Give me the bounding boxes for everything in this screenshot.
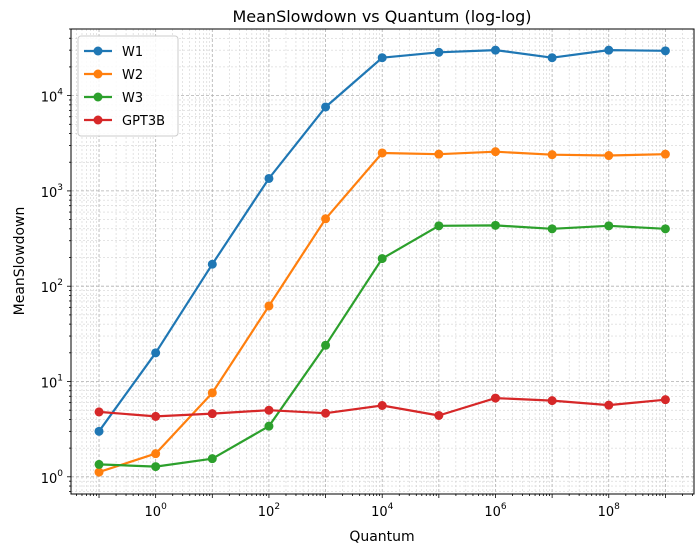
data-point-gpt3b [434, 410, 444, 420]
y-tick-label: 101 [41, 374, 63, 392]
data-point-w3 [547, 224, 557, 234]
data-point-gpt3b [490, 393, 500, 403]
x-tick-label: 100 [145, 502, 168, 520]
legend-label-gpt3b: GPT3B [122, 114, 165, 129]
data-point-w1 [151, 348, 161, 358]
data-point-gpt3b [660, 395, 670, 405]
data-point-w2 [321, 214, 331, 224]
data-point-w3 [377, 254, 387, 264]
data-point-w3 [434, 221, 444, 231]
data-point-w1 [604, 45, 614, 55]
data-point-w3 [264, 421, 274, 431]
data-point-w2 [604, 151, 614, 161]
data-point-w1 [207, 259, 217, 269]
data-point-w3 [660, 224, 670, 234]
data-point-w3 [94, 459, 104, 469]
y-axis-label: MeanSlowdown [12, 207, 28, 316]
y-tick-label: 104 [41, 88, 64, 106]
data-point-gpt3b [321, 408, 331, 418]
x-tick-label: 108 [598, 502, 621, 520]
legend: W1 W2 W3 GPT3B [77, 35, 179, 137]
legend-label-w3: W3 [122, 91, 143, 106]
data-point-w2 [151, 449, 161, 459]
data-point-gpt3b [604, 400, 614, 410]
data-point-w2 [434, 149, 444, 159]
legend-label-w2: W2 [122, 68, 143, 83]
data-point-w2 [94, 467, 104, 477]
legend-marker-w2 [93, 69, 103, 79]
data-point-w3 [207, 454, 217, 464]
ticks-layer: 100 102 104 106 108 100 101 102 103 104 [41, 28, 693, 520]
legend-box [77, 35, 179, 137]
data-point-w1 [660, 46, 670, 56]
data-point-w3 [490, 220, 500, 230]
y-tick-label: 100 [41, 469, 64, 487]
x-tick-label: 102 [258, 502, 280, 520]
data-point-w2 [207, 388, 217, 398]
data-point-w3 [151, 462, 161, 472]
data-point-w1 [490, 45, 500, 55]
data-point-w3 [604, 221, 614, 231]
data-point-w1 [547, 53, 557, 63]
data-point-w2 [547, 150, 557, 160]
data-point-w1 [377, 53, 387, 63]
x-tick-label: 106 [484, 502, 507, 520]
data-point-w2 [660, 149, 670, 159]
x-tick-label: 104 [371, 502, 394, 520]
data-point-w2 [377, 148, 387, 158]
data-point-gpt3b [94, 407, 104, 417]
data-point-w1 [321, 102, 331, 112]
data-point-w1 [94, 426, 104, 436]
data-point-gpt3b [264, 405, 274, 415]
legend-marker-w1 [93, 46, 103, 56]
data-point-w1 [264, 173, 274, 183]
data-point-gpt3b [151, 411, 161, 421]
y-tick-label: 102 [41, 278, 63, 296]
data-point-w2 [264, 301, 274, 311]
series-layer [94, 45, 670, 477]
data-point-gpt3b [207, 409, 217, 419]
data-point-gpt3b [377, 401, 387, 411]
chart-title: MeanSlowdown vs Quantum (log-log) [232, 7, 531, 26]
data-point-w3 [321, 340, 331, 350]
data-point-w2 [490, 147, 500, 157]
data-point-w1 [434, 47, 444, 57]
legend-marker-gpt3b [93, 115, 103, 125]
x-axis-label: Quantum [349, 529, 414, 545]
legend-marker-w3 [93, 92, 103, 102]
y-tick-label: 103 [41, 183, 63, 201]
legend-label-w1: W1 [122, 45, 143, 60]
data-point-gpt3b [547, 396, 557, 406]
